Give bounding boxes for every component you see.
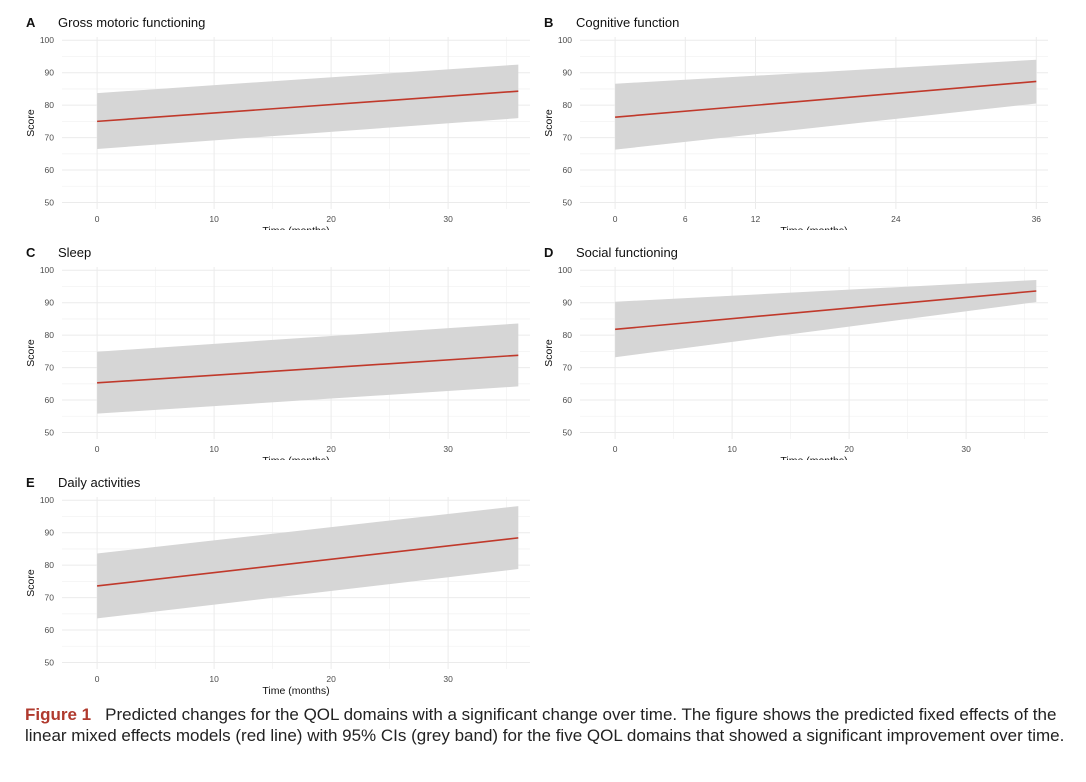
x-axis-title: Time (months) [780, 455, 847, 460]
y-tick-label: 60 [563, 395, 573, 405]
y-tick-label: 50 [45, 428, 55, 438]
panel-letter: A [26, 15, 36, 30]
y-tick-label: 70 [563, 133, 573, 143]
y-tick-label: 50 [45, 198, 55, 208]
panel-c: 50 60 70 80 90 100 0 10 20 30 Time (months) Score C S… [0, 230, 540, 460]
x-tick-label: 30 [443, 214, 453, 224]
y-tick-label: 90 [563, 68, 573, 78]
fit-line [97, 90, 519, 123]
y-axis-title: Score [543, 109, 555, 137]
panel-title: Sleep [58, 245, 91, 260]
fit-line [615, 80, 1037, 118]
y-tick-label: 90 [45, 298, 55, 308]
ci-band [615, 59, 1037, 150]
panel-letter: B [544, 15, 553, 30]
y-tick-label: 70 [563, 363, 573, 373]
y-tick-label: 80 [563, 330, 573, 340]
y-tick-label: 50 [563, 198, 573, 208]
figure-caption-text: Predicted changes for the QOL domains wi… [25, 705, 1065, 745]
y-tick-label: 60 [45, 165, 55, 175]
x-tick-label: 0 [95, 214, 100, 224]
panel-letter: C [26, 245, 36, 260]
y-tick-label: 70 [45, 133, 55, 143]
x-tick-label: 6 [683, 214, 688, 224]
fit-line [97, 537, 519, 587]
x-axis-title: Time (months) [262, 225, 329, 230]
y-tick-label: 100 [40, 495, 54, 505]
chart-b: 50 60 70 80 90 100 0 6 12 24 36 Time (months) Score B… [543, 15, 1048, 230]
y-tick-label: 90 [45, 68, 55, 78]
chart-d: 50 60 70 80 90 100 0 10 20 30 Time (months) Score D S… [543, 245, 1048, 460]
x-tick-label: 30 [961, 444, 971, 454]
panel-a: 50 60 70 80 90 100 0 10 20 30 Time (months) Score A G… [0, 0, 540, 230]
y-tick-label: 80 [45, 560, 55, 570]
y-tick-label: 90 [45, 528, 55, 538]
y-axis-title: Score [25, 109, 37, 137]
x-tick-label: 0 [613, 214, 618, 224]
x-tick-label: 10 [209, 674, 219, 684]
y-tick-label: 60 [563, 165, 573, 175]
x-tick-label: 20 [844, 444, 854, 454]
panel-title: Daily activities [58, 475, 141, 490]
x-tick-label: 20 [326, 674, 336, 684]
y-axis-title: Score [25, 339, 37, 367]
y-tick-label: 80 [563, 100, 573, 110]
chart-a: 50 60 70 80 90 100 0 10 20 30 Time (months) Score A G… [25, 15, 530, 230]
y-tick-label: 70 [45, 593, 55, 603]
x-tick-label: 10 [209, 444, 219, 454]
x-tick-label: 10 [209, 214, 219, 224]
x-axis-title: Time (months) [262, 455, 329, 460]
y-tick-label: 100 [558, 265, 572, 275]
x-tick-label: 36 [1032, 214, 1042, 224]
y-tick-label: 100 [40, 265, 54, 275]
y-tick-label: 80 [45, 330, 55, 340]
y-tick-label: 100 [40, 35, 54, 45]
y-tick-label: 80 [45, 100, 55, 110]
panel-e: 50 60 70 80 90 100 0 10 20 30 Time (months) Score E D… [0, 460, 540, 700]
fit-line [97, 354, 519, 384]
y-tick-label: 50 [45, 658, 55, 668]
panel-letter: D [544, 245, 553, 260]
panel-title: Gross motoric functioning [58, 15, 205, 30]
fit-line [615, 290, 1037, 331]
y-tick-label: 50 [563, 428, 573, 438]
x-tick-label: 12 [751, 214, 761, 224]
x-tick-label: 10 [727, 444, 737, 454]
y-tick-label: 90 [563, 298, 573, 308]
x-tick-label: 24 [891, 214, 901, 224]
panel-title: Cognitive function [576, 15, 679, 30]
figure-caption: Figure 1 Predicted changes for the QOL do… [25, 704, 1065, 746]
ci-band [615, 279, 1037, 358]
y-tick-label: 100 [558, 35, 572, 45]
x-tick-label: 0 [95, 674, 100, 684]
x-tick-label: 0 [95, 444, 100, 454]
figure-label: Figure 1 [25, 705, 92, 724]
panel-d: 50 60 70 80 90 100 0 10 20 30 Time (months) Score D S… [518, 230, 1058, 460]
y-axis-title: Score [25, 569, 37, 597]
y-tick-label: 70 [45, 363, 55, 373]
x-tick-label: 30 [443, 444, 453, 454]
panel-letter: E [26, 475, 35, 490]
panel-title: Social functioning [576, 245, 678, 260]
y-tick-label: 60 [45, 625, 55, 635]
x-tick-label: 30 [443, 674, 453, 684]
y-tick-label: 60 [45, 395, 55, 405]
panel-b: 50 60 70 80 90 100 0 6 12 24 36 Time (months) Score B… [518, 0, 1058, 230]
x-axis-title: Time (months) [262, 685, 329, 697]
x-tick-label: 0 [613, 444, 618, 454]
y-axis-title: Score [543, 339, 555, 367]
chart-c: 50 60 70 80 90 100 0 10 20 30 Time (months) Score C S… [25, 245, 530, 460]
x-axis-title: Time (months) [780, 225, 847, 230]
x-tick-label: 20 [326, 444, 336, 454]
chart-e: 50 60 70 80 90 100 0 10 20 30 Time (months) Score E D… [25, 475, 530, 697]
x-tick-label: 20 [326, 214, 336, 224]
